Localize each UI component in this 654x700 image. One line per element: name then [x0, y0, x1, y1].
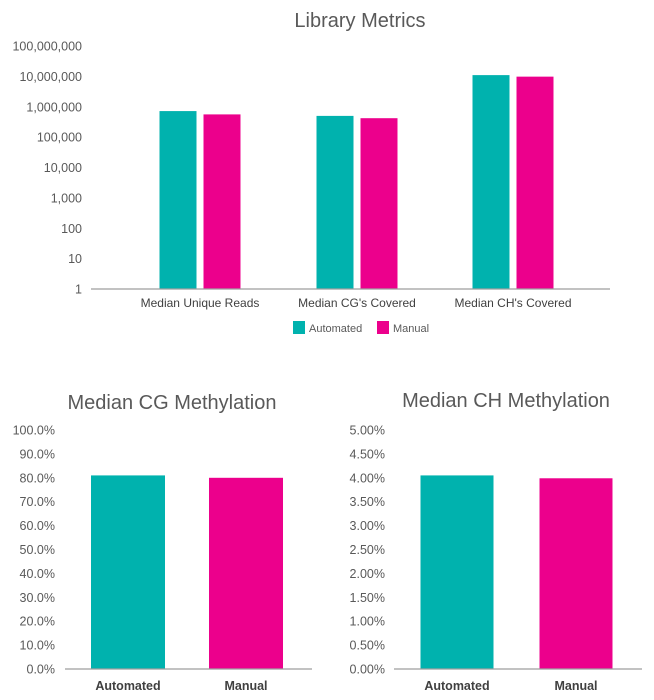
y-tick-label: 4.00% [350, 471, 385, 485]
cg-methylation-y-axis: 100.0% 90.0% 80.0% 70.0% 60.0% 50.0% 40.0% 30.0… [13, 424, 55, 677]
bar-automated [91, 475, 165, 669]
bar-manual [209, 477, 283, 669]
library-metrics-y-axis: 100,000,000 10,000,000 1,000,000 100,000 10,… [12, 40, 82, 297]
y-tick-label: 50.0% [20, 543, 55, 557]
library-metrics-title: Library Metrics [294, 10, 425, 32]
bar-automated-1 [316, 115, 354, 289]
y-tick-label: 0.0% [27, 663, 56, 677]
y-tick-label: 100,000,000 [12, 40, 82, 54]
bar-automated [420, 475, 494, 669]
library-metrics-x-axis: Median Unique Reads Median CG's Covered Me… [141, 296, 572, 310]
bar-manual [539, 478, 613, 669]
y-tick-label: 5.00% [350, 424, 385, 438]
legend-swatch-manual [377, 321, 389, 334]
y-tick-label: 1,000,000 [26, 100, 82, 114]
library-metrics-chart: Library Metrics 100,000,000 10,000,000 1,0… [12, 10, 610, 335]
y-tick-label: 0.50% [350, 639, 385, 653]
y-tick-label: 30.0% [20, 591, 55, 605]
y-tick-label: 20.0% [20, 615, 55, 629]
y-tick-label: 100.0% [13, 424, 55, 438]
cg-methylation-title: Median CG Methylation [68, 392, 277, 414]
x-category-label: Manual [224, 679, 267, 693]
bar-automated-2 [472, 75, 510, 289]
cg-methylation-chart: Median CG Methylation 100.0% 90.0% 80.0% 70… [13, 392, 312, 693]
ch-methylation-bars [420, 475, 613, 669]
cg-methylation-x-axis: Automated Manual [95, 679, 267, 693]
y-tick-label: 1.00% [350, 615, 385, 629]
legend-label-automated: Automated [309, 323, 362, 335]
y-tick-label: 10,000,000 [19, 70, 82, 84]
y-tick-label: 1.50% [350, 591, 385, 605]
y-tick-label: 100 [61, 222, 82, 236]
x-category-label: Median Unique Reads [141, 296, 260, 310]
bar-manual-0 [203, 114, 241, 289]
ch-methylation-chart: Median CH Methylation 5.00% 4.50% 4.00% 3.5… [350, 390, 642, 693]
y-tick-label: 100,000 [37, 131, 82, 145]
x-category-label: Manual [554, 679, 597, 693]
ch-methylation-x-axis: Automated Manual [424, 679, 597, 693]
library-metrics-legend: Automated Manual [293, 321, 429, 335]
ch-methylation-y-axis: 5.00% 4.50% 4.00% 3.50% 3.00% 2.50% 2.00% 1.50%… [350, 424, 385, 677]
y-tick-label: 10 [68, 252, 82, 266]
bar-manual-1 [360, 118, 398, 289]
cg-methylation-bars [91, 475, 283, 669]
y-tick-label: 2.00% [350, 567, 385, 581]
x-category-label: Median CH's Covered [454, 296, 571, 310]
y-tick-label: 2.50% [350, 543, 385, 557]
y-tick-label: 70.0% [20, 495, 55, 509]
y-tick-label: 3.00% [350, 519, 385, 533]
library-metrics-bars [159, 75, 554, 289]
y-tick-label: 60.0% [20, 519, 55, 533]
bar-manual-2 [516, 76, 554, 289]
y-tick-label: 3.50% [350, 495, 385, 509]
y-tick-label: 0.00% [350, 663, 385, 677]
y-tick-label: 1 [75, 283, 82, 297]
y-tick-label: 4.50% [350, 447, 385, 461]
y-tick-label: 90.0% [20, 447, 55, 461]
legend-swatch-automated [293, 321, 305, 334]
x-category-label: Median CG's Covered [298, 296, 416, 310]
y-tick-label: 1,000 [51, 191, 82, 205]
x-category-label: Automated [95, 679, 160, 693]
y-tick-label: 40.0% [20, 567, 55, 581]
legend-label-manual: Manual [393, 323, 429, 335]
bar-automated-0 [159, 111, 197, 289]
x-category-label: Automated [424, 679, 489, 693]
y-tick-label: 10.0% [20, 639, 55, 653]
y-tick-label: 80.0% [20, 471, 55, 485]
y-tick-label: 10,000 [44, 161, 82, 175]
ch-methylation-title: Median CH Methylation [402, 390, 610, 412]
